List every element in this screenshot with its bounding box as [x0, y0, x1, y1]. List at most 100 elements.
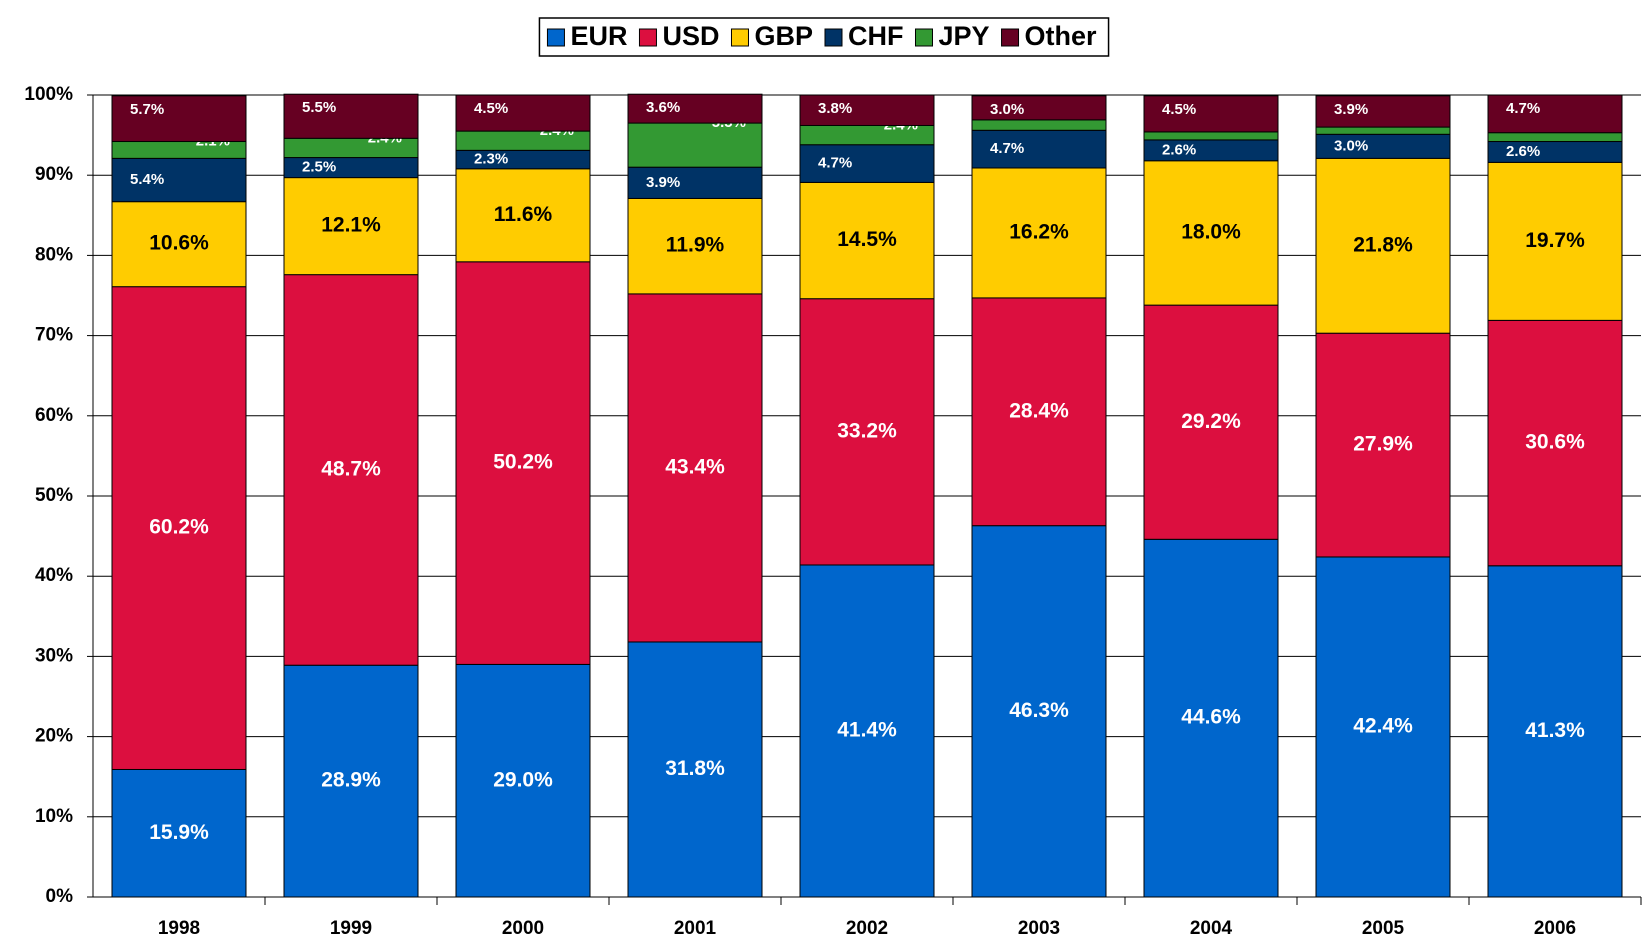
bar-segment: [111, 201, 247, 288]
bar-segment: [971, 525, 1107, 898]
legend-swatch: [824, 28, 843, 47]
data-label: 28.9%: [321, 769, 381, 792]
bar-segment: [1315, 95, 1451, 128]
y-tick-label: 20%: [35, 726, 73, 747]
x-tick-label: 2000: [502, 918, 544, 939]
bar-segment: [283, 93, 419, 139]
bar-segment: [799, 94, 935, 126]
y-tick-label: 60%: [35, 405, 73, 426]
bar-segment: [1487, 94, 1623, 134]
y-tick-label: 90%: [35, 164, 73, 185]
data-label: 3.8%: [818, 100, 852, 117]
data-label: 11.9%: [666, 234, 725, 257]
data-label: 5.4%: [130, 171, 164, 188]
bar-segment: [1143, 304, 1279, 540]
data-label: 3.6%: [646, 99, 680, 116]
data-label: 4.5%: [1162, 101, 1196, 118]
x-tick-label: 2005: [1362, 918, 1405, 939]
data-label: 4.7%: [818, 155, 852, 172]
legend-label: EUR: [570, 21, 627, 51]
data-label: 16.2%: [1009, 220, 1069, 243]
data-label: 2.6%: [1506, 143, 1540, 160]
data-label: 29.0%: [493, 768, 553, 791]
y-tick-label: 50%: [35, 485, 73, 506]
data-label: 14.5%: [837, 228, 897, 251]
bar-segment: [283, 664, 419, 898]
data-label: 50.2%: [493, 451, 553, 474]
x-tick-label: 1998: [158, 918, 200, 939]
data-label: 2.6%: [1162, 141, 1196, 158]
legend-swatch: [730, 28, 749, 47]
data-label: 18.0%: [1181, 220, 1241, 243]
bar-segment: [1487, 161, 1623, 321]
data-label: 33.2%: [837, 419, 897, 442]
bar-segment: [455, 663, 591, 898]
data-label: 4.5%: [474, 100, 508, 117]
data-label: 4.7%: [1506, 100, 1540, 117]
bar-segment: [1315, 157, 1451, 334]
data-label: 5.5%: [302, 99, 336, 116]
y-tick-label: 70%: [35, 325, 73, 346]
x-tick-label: 2006: [1534, 918, 1576, 939]
bar-segment: [1143, 538, 1279, 898]
data-label: 44.6%: [1181, 706, 1241, 729]
legend-swatch: [914, 28, 933, 47]
legend-swatch: [546, 28, 565, 47]
bar-segment: [1315, 332, 1451, 558]
data-label: 48.7%: [321, 457, 381, 480]
legend-swatch: [638, 28, 657, 47]
data-label: 41.3%: [1525, 719, 1585, 742]
legend-label: GBP: [754, 21, 813, 51]
bar-segment: [111, 768, 247, 898]
legend-label: Other: [1025, 21, 1098, 51]
x-tick-label: 2003: [1018, 918, 1060, 939]
x-tick-label: 2002: [846, 918, 888, 939]
bar-segment: [1487, 319, 1623, 567]
data-label: 2.3%: [474, 151, 508, 168]
data-label: 2.5%: [302, 159, 336, 176]
data-label: 27.9%: [1353, 433, 1413, 456]
bar-segment: [1143, 160, 1279, 306]
data-label: 3.9%: [646, 174, 680, 191]
legend-swatch: [1001, 28, 1020, 47]
data-label: 12.1%: [321, 214, 381, 237]
x-tick-label: 1999: [330, 918, 372, 939]
data-label: 21.8%: [1353, 233, 1413, 256]
bar-segment: [455, 261, 591, 665]
data-label: 3.9%: [1334, 101, 1368, 118]
bar-segment: [799, 564, 935, 898]
y-tick-label: 0%: [46, 886, 74, 907]
bar-segment: [971, 129, 1107, 169]
legend-label: USD: [662, 21, 719, 51]
bar-segment: [627, 93, 763, 124]
bar-segment: [1143, 95, 1279, 133]
legend-frame: [538, 17, 1110, 57]
data-label: 5.7%: [130, 101, 164, 118]
bar-segment: [1487, 565, 1623, 898]
data-label: 30.6%: [1525, 431, 1585, 454]
legend-label: CHF: [848, 21, 904, 51]
data-label: 4.7%: [990, 140, 1024, 157]
bar-segment: [799, 298, 935, 566]
data-label: 31.8%: [665, 757, 725, 780]
data-label: 29.2%: [1181, 410, 1241, 433]
y-tick-label: 40%: [35, 565, 73, 586]
x-tick-label: 2001: [674, 918, 717, 939]
data-label: 10.6%: [149, 232, 209, 255]
data-label: 46.3%: [1009, 699, 1069, 722]
data-label: 28.4%: [1009, 399, 1069, 422]
bar-segment: [455, 168, 591, 263]
data-label: 60.2%: [149, 516, 209, 539]
y-tick-label: 80%: [35, 244, 73, 265]
bar-segment: [111, 157, 247, 203]
data-label: 11.6%: [494, 203, 553, 226]
data-label: 43.4%: [665, 455, 725, 478]
y-tick-label: 30%: [35, 645, 73, 666]
bar-segment: [971, 297, 1107, 527]
bar-segment: [283, 274, 419, 666]
data-label: 42.4%: [1353, 715, 1413, 738]
bar-segment: [111, 286, 247, 770]
bar-segment: [971, 95, 1107, 121]
data-label: 19.7%: [1525, 229, 1585, 252]
